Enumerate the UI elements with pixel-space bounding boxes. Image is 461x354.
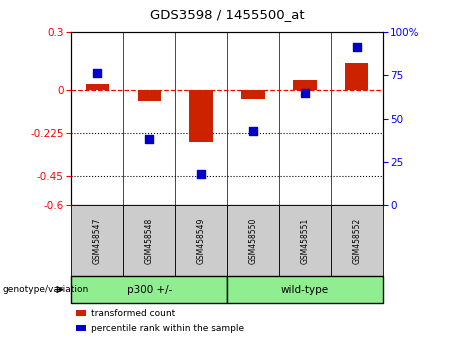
Bar bbox=[293, 80, 317, 90]
Text: GSM458552: GSM458552 bbox=[352, 218, 361, 264]
Text: percentile rank within the sample: percentile rank within the sample bbox=[91, 324, 244, 333]
Text: GSM458549: GSM458549 bbox=[196, 217, 206, 264]
Point bbox=[197, 171, 205, 177]
Text: GSM458551: GSM458551 bbox=[300, 218, 309, 264]
Text: transformed count: transformed count bbox=[91, 309, 175, 318]
Bar bbox=[189, 90, 213, 142]
Point bbox=[94, 71, 101, 76]
Text: GDS3598 / 1455500_at: GDS3598 / 1455500_at bbox=[150, 8, 304, 21]
Point bbox=[353, 45, 361, 50]
Bar bbox=[137, 90, 161, 101]
Text: GSM458548: GSM458548 bbox=[145, 218, 154, 264]
Text: p300 +/-: p300 +/- bbox=[127, 285, 172, 295]
Text: GSM458550: GSM458550 bbox=[248, 217, 258, 264]
Text: genotype/variation: genotype/variation bbox=[2, 285, 89, 294]
Text: wild-type: wild-type bbox=[281, 285, 329, 295]
Point bbox=[249, 128, 257, 133]
Bar bbox=[86, 84, 109, 90]
Bar bbox=[241, 90, 265, 99]
Bar bbox=[345, 63, 368, 90]
Point bbox=[146, 137, 153, 142]
Text: GSM458547: GSM458547 bbox=[93, 217, 102, 264]
Point bbox=[301, 90, 308, 96]
